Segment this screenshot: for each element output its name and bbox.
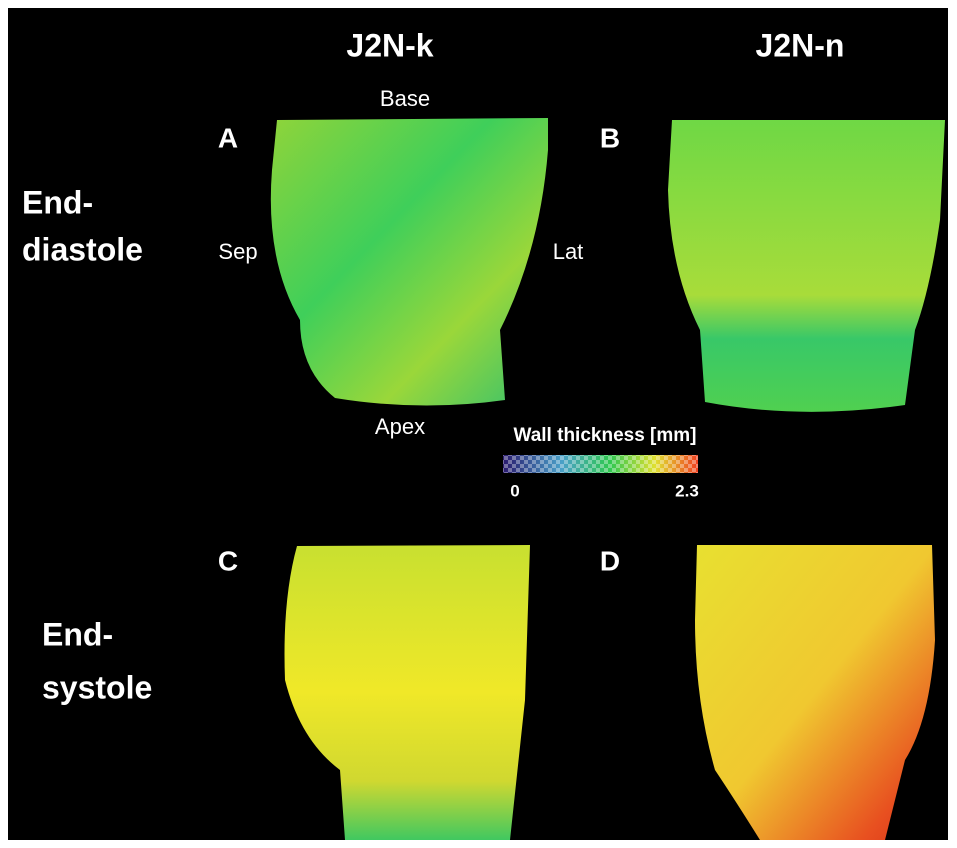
column-header: J2N-k	[346, 27, 433, 63]
heart-render	[668, 120, 945, 412]
orientation-label: Base	[380, 86, 430, 111]
panel-label: D	[600, 545, 620, 576]
orientation-label: Apex	[375, 414, 425, 439]
colorbar-title: Wall thickness [mm]	[513, 425, 696, 446]
colorbar-texture	[503, 455, 698, 473]
row-label: End-	[42, 616, 113, 652]
row-label: systole	[42, 669, 152, 705]
panel-label: B	[600, 122, 620, 153]
orientation-label: Lat	[553, 239, 584, 264]
panel-label: C	[218, 545, 238, 576]
panel-label: A	[218, 122, 238, 153]
figure: J2N-k J2N-n End- diastole End- systole A…	[0, 0, 957, 848]
row-label: diastole	[22, 231, 143, 267]
row-label: End-	[22, 184, 93, 220]
colorbar-min: 0	[510, 481, 519, 500]
colorbar-max: 2.3	[675, 481, 699, 500]
orientation-label: Sep	[218, 239, 257, 264]
column-header: J2N-n	[756, 27, 845, 63]
